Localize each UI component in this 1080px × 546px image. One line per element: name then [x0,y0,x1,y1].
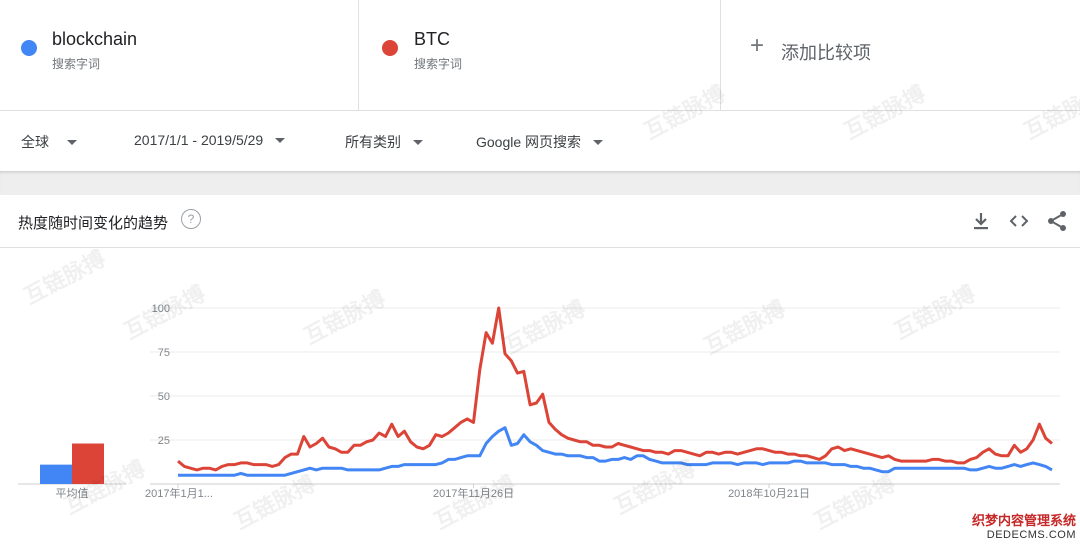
add-comparison-label: 添加比较项 [781,43,871,63]
search-type-dropdown[interactable]: Google 网页搜索 [476,132,604,152]
search-type-value: Google 网页搜索 [476,134,582,150]
plus-icon: + [750,32,765,59]
x-tick-label: 2018年10月21日 [728,486,810,500]
x-tick-label: 2017年1月1... [145,486,213,500]
card-title: 热度随时间变化的趋势 [18,215,169,232]
region-value: 全球 [21,134,49,150]
comparison-terms-bar: blockchain 搜索字词 BTC 搜索字词 + 添加比较项 [0,0,1080,111]
date-range-dropdown[interactable]: 2017/1/1 - 2019/5/29 [134,132,286,148]
brand-line-1: 织梦内容管理系统 [971,513,1076,529]
series-color-dot [21,40,37,56]
y-tick-label: 25 [158,435,170,447]
interest-over-time-card: 热度随时间变化的趋势 ? [0,195,1080,546]
y-tick-label: 75 [158,347,170,359]
term-card-btc[interactable]: BTC 搜索字词 [359,0,721,110]
term-name: blockchain [52,29,138,49]
chevron-down-icon [67,139,77,145]
average-bar-btc [72,443,104,484]
series-line-btc [177,306,1053,472]
series-line-blockchain [178,426,1053,477]
share-icon[interactable] [1045,209,1069,233]
add-comparison-button[interactable]: + 添加比较项 [721,0,1080,110]
filter-bar: 全球 2017/1/1 - 2019/5/29 所有类别 Google 网页搜索 [0,111,1080,171]
card-header: 热度随时间变化的趋势 ? [0,195,1080,248]
brand-line-2: DEDECMS.COM [986,529,1076,542]
chevron-down-icon [275,137,286,143]
region-dropdown[interactable]: 全球 [21,132,77,152]
y-tick-label: 50 [158,391,170,403]
x-tick-label: 2017年11月26日 [433,486,514,500]
y-tick-label: 100 [152,303,170,315]
category-value: 所有类别 [345,134,401,150]
date-range-value: 2017/1/1 - 2019/5/29 [134,132,264,148]
average-label: 平均值 [56,487,89,500]
series-color-dot [382,40,398,56]
help-icon[interactable]: ? [181,209,201,229]
category-dropdown[interactable]: 所有类别 [345,132,423,152]
download-icon[interactable] [969,209,993,233]
term-card-blockchain[interactable]: blockchain 搜索字词 [0,0,359,110]
site-brand-watermark: 织梦内容管理系统 DEDECMS.COM [971,513,1076,542]
chevron-down-icon [593,139,604,145]
chevron-down-icon [413,139,423,145]
embed-code-icon[interactable] [1007,209,1031,233]
term-name: BTC [414,29,450,49]
section-divider [0,171,1080,195]
term-type: 搜索字词 [52,57,101,71]
term-type: 搜索字词 [414,57,463,71]
average-bar-blockchain [40,464,72,484]
